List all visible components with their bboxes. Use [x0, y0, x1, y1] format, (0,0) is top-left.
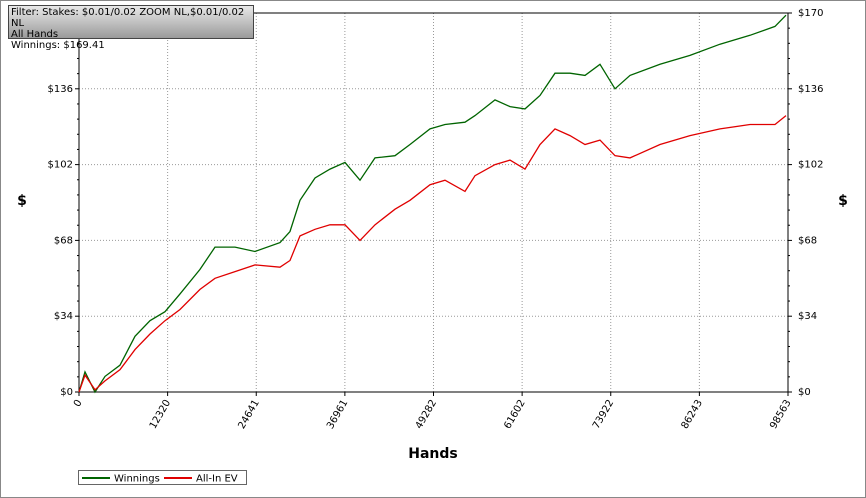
- y2-tick-label: $136: [798, 84, 823, 95]
- filter-line: Filter: Stakes: $0.01/0.02 ZOOM NL,$0.01…: [11, 7, 245, 29]
- y2-tick-label: $0: [798, 387, 811, 398]
- y-tick-label: $68: [54, 235, 73, 246]
- y2-tick-label: $68: [798, 235, 817, 246]
- legend: [78, 470, 247, 485]
- y-tick-label: $0: [60, 387, 73, 398]
- y2-axis-label: $: [838, 193, 848, 209]
- plot-border: [78, 12, 789, 393]
- y-axis-label: $: [17, 193, 27, 209]
- legend-label: All-In EV: [196, 474, 238, 485]
- y-tick-label: $136: [48, 84, 73, 95]
- y2-tick-label: $34: [798, 311, 817, 322]
- legend-label: Winnings: [114, 474, 160, 485]
- series-line: [78, 115, 787, 393]
- filter-line: Winnings: $169.41: [11, 40, 105, 51]
- x-tick-label: 0: [72, 398, 85, 409]
- y2-tick-label: $102: [798, 160, 823, 171]
- series-line: [78, 14, 787, 394]
- y-tick-label: $34: [54, 311, 73, 322]
- y2-tick-label: $170: [798, 8, 823, 19]
- filter-box: Filter: Stakes: $0.01/0.02 ZOOM NL,$0.01…: [8, 5, 254, 51]
- y-tick-label: $102: [48, 160, 73, 171]
- filter-line: All Hands: [11, 29, 59, 40]
- x-axis-label: Hands: [408, 446, 458, 462]
